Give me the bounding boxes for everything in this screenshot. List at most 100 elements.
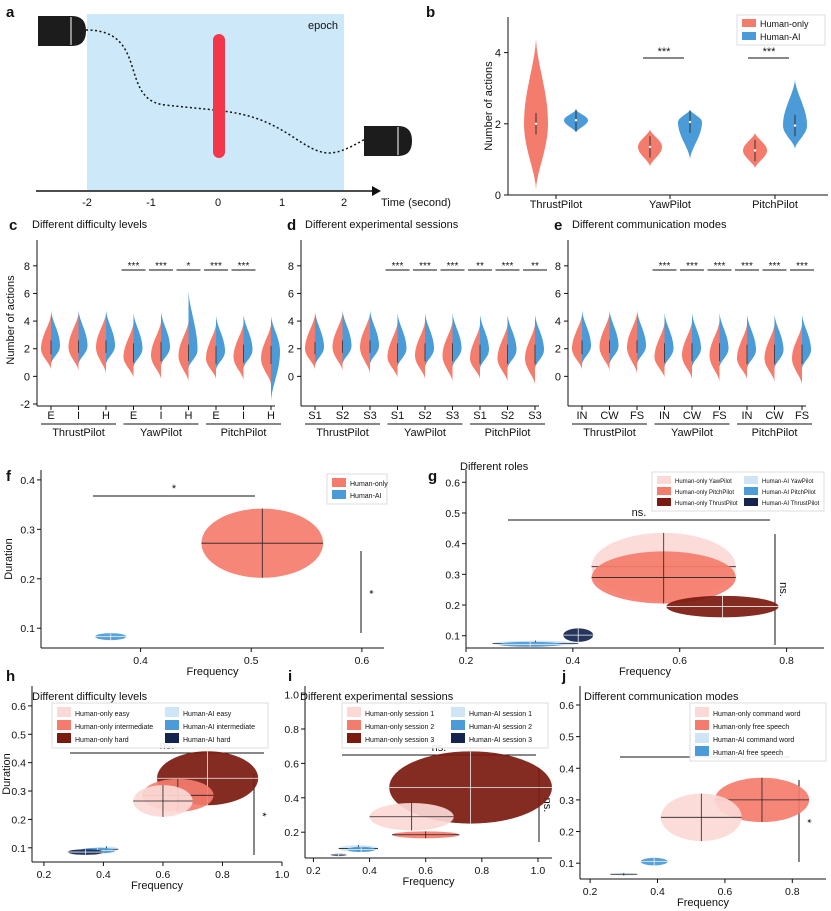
violin-median	[574, 119, 578, 122]
violin-human-only	[654, 322, 665, 378]
x-tick-label: E	[47, 410, 54, 422]
y-tick-label: 0	[555, 371, 561, 383]
y-tick-label: 0.4	[284, 793, 299, 805]
x-tick-label: E	[130, 410, 137, 422]
legend-swatch	[57, 733, 71, 743]
x-tick-label: S1	[473, 410, 486, 422]
y-tick-label: 0.3	[559, 795, 574, 807]
x-tick-label: H	[267, 410, 275, 422]
x-tick-label: S2	[336, 410, 349, 422]
y-axis-label: Duration	[1, 753, 13, 795]
violin-human-only	[627, 312, 637, 374]
x-tick-label: 0.6	[355, 655, 370, 667]
x-axis-label: Frequency	[677, 897, 729, 909]
epoch-label: epoch	[308, 20, 338, 32]
y-tick-label: 0.4	[11, 758, 26, 770]
y-tick-label: 0.6	[284, 758, 299, 770]
x-tick-label: FS	[630, 410, 644, 422]
violin-human-ai	[692, 312, 701, 367]
violin-human-only	[737, 323, 747, 380]
violin-human-only	[233, 322, 244, 381]
panel-letter-j: j	[561, 668, 566, 685]
violin-human-only	[682, 321, 692, 380]
significance-label: ***	[658, 46, 672, 58]
group-label: PitchPilot	[221, 427, 267, 439]
y-tick-label: 6	[555, 288, 561, 300]
time-tick-label: 0	[215, 197, 221, 209]
significance-label: *	[187, 261, 191, 272]
significance-label: ***	[741, 261, 753, 272]
legend-label: Human-only ThrustPilot	[675, 501, 738, 507]
violin-human-ai	[747, 314, 756, 369]
legend-label: Human-only command word	[713, 711, 801, 718]
group-label: ThrustPilot	[583, 427, 636, 439]
legend-swatch	[347, 720, 361, 730]
x-tick-label: E	[212, 410, 219, 422]
legend-swatch	[742, 32, 756, 40]
x-tick-label: I	[77, 410, 80, 422]
legend-label: Human-AI PitchPilot	[762, 490, 816, 496]
violin-human-only	[415, 321, 425, 380]
legend-label: Human-AI command word	[713, 737, 794, 744]
violin-human-ai	[161, 311, 170, 366]
x-tick-label: FS	[795, 410, 809, 422]
time-tick-label: -1	[146, 197, 156, 209]
violin-human-ai	[397, 312, 407, 367]
violin-human-ai	[342, 310, 352, 364]
y-tick-label: 0	[288, 371, 294, 383]
significance-label: ***	[763, 46, 777, 58]
x-tick-label: H	[102, 410, 110, 422]
y-tick-label: 0.6	[11, 701, 26, 713]
y-tick-label: 0	[24, 371, 30, 383]
violin-human-only	[792, 323, 802, 385]
legend-box	[341, 702, 549, 749]
panel-d: Different experimental sessions 0 2 4 6 8 S1 S2…	[288, 219, 547, 439]
panel-title: Different experimental sessions	[300, 691, 454, 703]
legend-swatch	[451, 733, 465, 743]
panel-letter-f: f	[6, 468, 12, 485]
y-tick-label: 0.6	[559, 700, 574, 712]
panel-letter-h: h	[6, 668, 15, 685]
significance-label: ***	[238, 261, 250, 272]
legend-swatch	[165, 707, 179, 717]
y-tick-label: 2	[555, 344, 561, 356]
y-axis-label: Duration	[3, 538, 15, 580]
x-tick-label: 1.0	[531, 865, 546, 877]
time-tick-label: -2	[82, 197, 92, 209]
legend-swatch	[744, 476, 758, 484]
violin-human-ai	[315, 311, 324, 366]
y-tick-label: 4	[24, 316, 30, 328]
significance-label: ***	[659, 261, 671, 272]
time-axis-arrow	[372, 186, 381, 196]
y-tick-label: -2	[20, 399, 30, 411]
violin-human-ai	[271, 315, 280, 402]
x-axis-label: Frequency	[403, 876, 455, 888]
y-tick-label: 0.5	[445, 508, 460, 520]
y-tick-label: 0.2	[11, 814, 26, 826]
violin-human-only	[442, 321, 453, 382]
panel-letter-i: i	[288, 668, 292, 685]
legend-label: Human-AI session 1	[469, 711, 532, 718]
violin-human-ai	[51, 310, 60, 364]
significance-label: ***	[392, 261, 404, 272]
legend-label: Human-only PitchPilot	[675, 490, 734, 496]
legend-label: Human-AI session 3	[469, 737, 532, 744]
violin-median	[534, 122, 538, 126]
violin-human-ai	[802, 314, 811, 369]
legend-swatch	[695, 733, 709, 743]
significance-label: ***	[128, 261, 140, 272]
violin-human-ai	[609, 310, 619, 364]
significance-label-x: *	[172, 483, 177, 495]
violin-human-ai	[664, 312, 674, 367]
legend-swatch	[695, 720, 709, 730]
violin-human-ai	[216, 315, 225, 370]
panel-title: Different experimental sessions	[305, 219, 459, 231]
panel-letter-e: e	[554, 217, 562, 234]
violin-human-ai	[133, 312, 143, 367]
x-tick-label: 0.4	[566, 655, 581, 667]
x-axis-label: Frequency	[619, 666, 671, 678]
y-tick-label: 0.2	[445, 600, 460, 612]
legend-swatch	[657, 487, 671, 495]
